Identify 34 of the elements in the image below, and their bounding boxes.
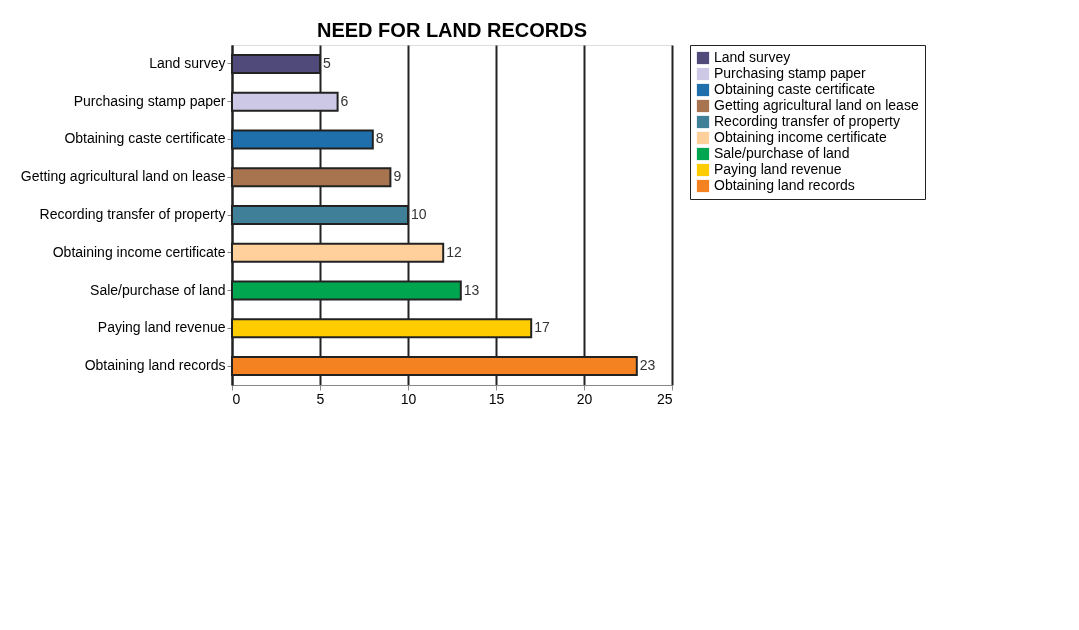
legend-label: Recording transfer of property [714,113,900,129]
y-tick-label: Land survey [149,54,226,71]
legend-label: Obtaining land records [714,177,855,193]
data-label: 23 [639,357,656,374]
data-label: 10 [411,206,427,222]
x-tick-label: 25 [656,390,673,407]
data-label: 12 [446,243,462,260]
legend-label: Obtaining income certificate [714,129,887,145]
y-tick-label: Sale/purchase of land [90,281,226,298]
legend-label: Getting agricultural land on lease [714,97,919,113]
x-tick-label: 10 [400,390,417,407]
y-tick-label: Obtaining caste certificate [64,130,226,147]
y-tick-label: Obtaining land records [84,357,226,374]
x-tick-label: 5 [316,390,325,407]
y-tick-label: Getting agricultural land on lease [20,168,226,185]
legend-label: Paying land revenue [714,161,842,177]
x-tick-label: 15 [488,390,505,407]
y-tick-label: Purchasing stamp paper [73,92,226,109]
legend-label: Sale/purchase of land [714,145,850,161]
data-label: 6 [340,92,349,109]
y-tick-label: Paying land revenue [97,319,226,336]
data-label: 17 [534,319,550,336]
data-label: 8 [375,130,384,147]
data-label: 5 [323,54,331,71]
data-label: 13 [463,281,480,298]
x-tick-label: 20 [576,390,593,407]
legend-label: Purchasing stamp paper [714,65,867,81]
legend-label: Obtaining caste certificate [714,81,876,97]
data-label: 9 [393,168,402,185]
chart-title: NEED FOR LAND RECORDS [316,18,588,41]
y-tick-label: Obtaining income certificate [52,243,226,260]
legend-label: Land survey [714,49,791,65]
x-tick-label: 0 [232,390,241,407]
y-tick-label: Recording transfer of property [39,206,226,222]
